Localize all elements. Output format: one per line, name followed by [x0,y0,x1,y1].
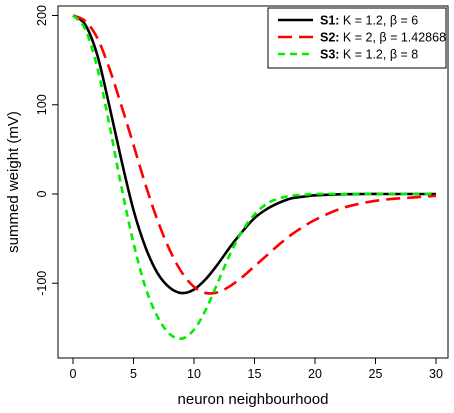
x-tick-label-30: 30 [429,367,443,381]
x-tick-label-15: 15 [248,367,262,381]
axes: 0 5 10 15 20 25 30 200 100 0 -100 [35,5,443,381]
legend-series-name: S3: [320,48,339,62]
legend-entry-s2: S2: K = 2, β = 1.42868 [320,31,446,45]
x-tick-label-0: 0 [70,367,77,381]
x-tick-label-5: 5 [130,367,137,381]
x-tick-label-25: 25 [369,367,383,381]
series-line-s1 [72,14,436,295]
series-layer [72,14,437,341]
y-tick-label-0: 0 [35,190,49,197]
x-axis-title: neuron neighbourhood [178,391,329,408]
legend-series-name: S1: [320,14,339,28]
legend-box [267,7,447,69]
legend-entry-s1: S1: K = 1.2, β = 6 [320,14,418,28]
series-line-s2 [72,14,437,295]
legend-series-params: K = 1.2, β = 6 [339,14,418,28]
legend-series-params: K = 2, β = 1.42868 [339,31,446,45]
plot-frame [57,5,449,359]
legend-entry-s3: S3: K = 1.2, β = 8 [320,48,418,62]
legend: S1: K = 1.2, β = 6S2: K = 2, β = 1.42868… [267,7,447,69]
y-axis-title: summed weight (mV) [5,111,22,253]
y-tick-label-100: 100 [35,94,49,115]
y-tick-label-200: 200 [35,5,49,26]
plot-area [57,5,449,359]
legend-series-params: K = 1.2, β = 8 [339,48,418,62]
y-tick-label--100: -100 [35,271,49,296]
x-tick-label-20: 20 [308,367,322,381]
legend-series-name: S2: [320,31,339,45]
x-tick-label-10: 10 [187,367,201,381]
series-line-s3 [72,14,436,341]
